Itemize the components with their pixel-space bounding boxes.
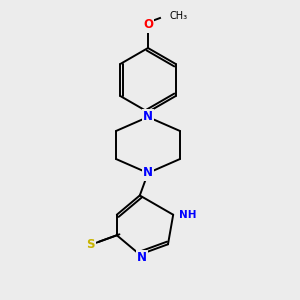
Text: N: N — [137, 251, 147, 264]
Text: S: S — [86, 238, 95, 251]
Text: N: N — [143, 110, 153, 124]
Text: O: O — [143, 19, 153, 32]
Text: N: N — [143, 167, 153, 179]
Text: CH₃: CH₃ — [170, 11, 188, 21]
Text: NH: NH — [179, 210, 197, 220]
